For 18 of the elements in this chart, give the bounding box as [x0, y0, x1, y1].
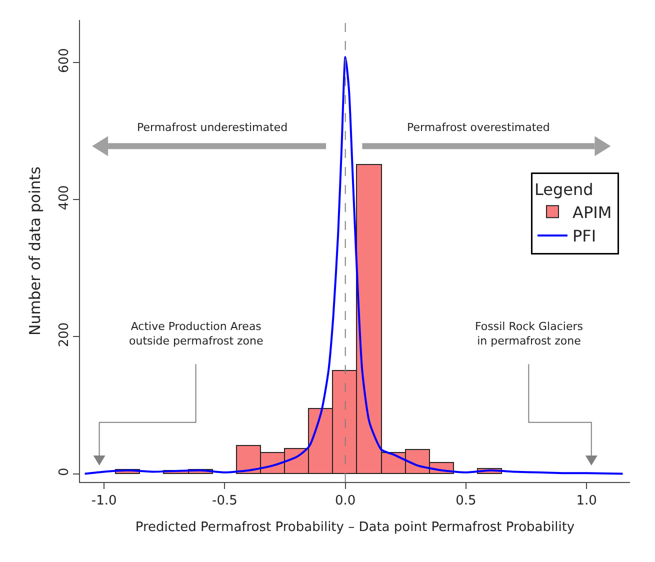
annotation: Permafrost overestimated: [407, 121, 550, 134]
y-tick-label: 600: [56, 48, 72, 73]
y-tick-label: 200: [56, 322, 72, 348]
annotation: Permafrost underestimated: [137, 121, 288, 134]
y-axis-title: Number of data points: [26, 166, 44, 336]
x-tick-label: 0.0: [335, 494, 356, 509]
x-axis-title: Predicted Permafrost Probability – Data point Permafrost Probability: [135, 520, 575, 535]
x-tick-label: 0.5: [456, 494, 476, 509]
y-tick-label: 0: [56, 468, 72, 476]
x-tick-label: 1.0: [576, 494, 597, 509]
legend-label: APIM: [572, 202, 612, 222]
legend-title: Legend: [534, 180, 594, 199]
y-tick-label: 400: [56, 185, 72, 210]
x-tick-label: -1.0: [91, 494, 117, 509]
annotation: Active Production Areas outside permafrost zone: [129, 320, 264, 348]
legend-label: PFI: [572, 226, 596, 246]
x-tick-label: -0.5: [212, 494, 238, 509]
annotation: Fossil Rock Glaciers in permafrost zone: [475, 320, 584, 348]
